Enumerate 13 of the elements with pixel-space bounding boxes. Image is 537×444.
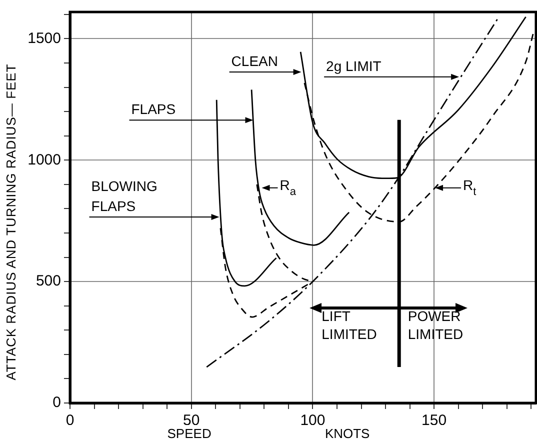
y-tick-label: 0 [52,394,61,412]
x-tick-label: 0 [66,412,74,430]
annotation: POWER LIMITED [408,308,464,342]
y-axis-title: ATTACK RADIUS AND TURNING RADIUS— FEET [4,64,18,380]
y-tick-label: 500 [36,272,61,290]
x-tick-label: 150 [422,412,447,430]
annotation: BLOWING FLAPS [91,178,158,214]
annotation: 2g LIMIT [326,58,382,74]
annotation: CLEAN [231,52,278,69]
y-tick-label: 1000 [28,151,61,168]
annotation: FLAPS [131,101,176,118]
annotation: LIFT LIMITED [322,308,377,342]
y-tick-label: 1500 [28,30,61,47]
